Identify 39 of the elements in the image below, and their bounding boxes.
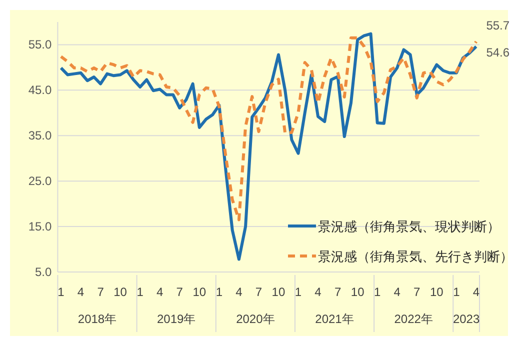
x-tick-label: 10: [350, 285, 365, 299]
text: 2023: [452, 312, 480, 326]
y-tick-label: 15.0: [28, 220, 52, 234]
x-tick-label: 10: [272, 285, 286, 299]
text: 2020年: [236, 312, 275, 326]
y-tick-label: 55.0: [28, 38, 52, 52]
x-tick-label: 4: [314, 285, 322, 299]
text: 2019年: [156, 312, 196, 326]
x-tick-label: 1: [374, 285, 381, 299]
y-tick-label: 45.0: [28, 83, 52, 98]
x-tick-label: 10: [114, 285, 128, 299]
line-series: [59, 36, 478, 222]
x-tick-label: 1: [216, 285, 223, 299]
x-tick-label: 7: [97, 285, 104, 299]
x-tick-label: 10: [430, 285, 444, 299]
x-tick-label: 1: [453, 285, 460, 299]
x-tick-label: 7: [334, 285, 342, 299]
text: 2022年: [394, 312, 433, 326]
y-tick-label: 25.0: [28, 174, 52, 188]
x-tick-label: 1: [58, 285, 65, 299]
text: 2021年: [315, 312, 354, 326]
x-tick-label: 1: [136, 285, 144, 299]
x-tick-label: 4: [156, 285, 164, 299]
x-tick-label: 4: [472, 285, 480, 299]
legend-label: 景況感（街角景気、現状判断）: [318, 219, 500, 234]
x-tick-label: 7: [176, 285, 184, 299]
y-tick-label: 5.0: [35, 265, 52, 279]
x-tick-label: 4: [77, 285, 84, 299]
x-tick-label: 7: [255, 285, 262, 299]
text: 2018年: [78, 312, 117, 326]
data-label: 55.7: [486, 18, 510, 33]
legend-label: 景況感（街角景気、先行き判断）: [318, 249, 513, 264]
x-tick-label: 10: [192, 285, 206, 299]
x-tick-label: 1: [294, 285, 302, 299]
y-tick-label: 35.0: [28, 128, 52, 143]
x-tick-label: 4: [394, 285, 401, 299]
data-label: 54.6: [486, 46, 510, 60]
x-tick-label: 4: [236, 285, 243, 299]
x-tick-label: 7: [414, 285, 421, 299]
